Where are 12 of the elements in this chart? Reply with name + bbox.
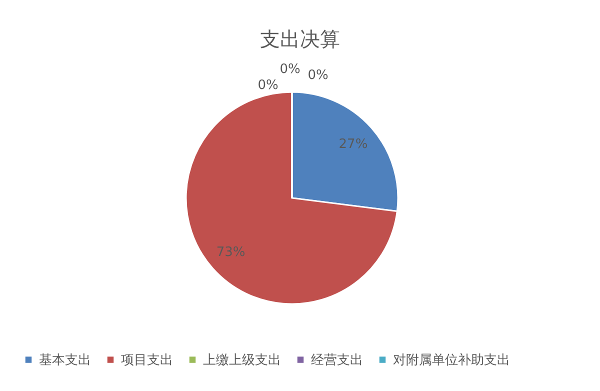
legend-label: 基本支出 <box>39 352 91 368</box>
legend-label: 项目支出 <box>121 352 173 368</box>
legend-label: 上缴上级支出 <box>203 352 281 368</box>
data-label: 73% <box>216 244 246 260</box>
chart-title: 支出决算 <box>260 27 340 51</box>
text: 0% <box>280 62 300 77</box>
legend-label: 经营支出 <box>311 352 363 368</box>
legend-label: 对附属单位补助支出 <box>393 352 510 368</box>
data-label: 27% <box>338 137 368 152</box>
text: 0% <box>258 78 278 93</box>
text: 0% <box>308 68 328 83</box>
pie-slice <box>185 91 398 305</box>
